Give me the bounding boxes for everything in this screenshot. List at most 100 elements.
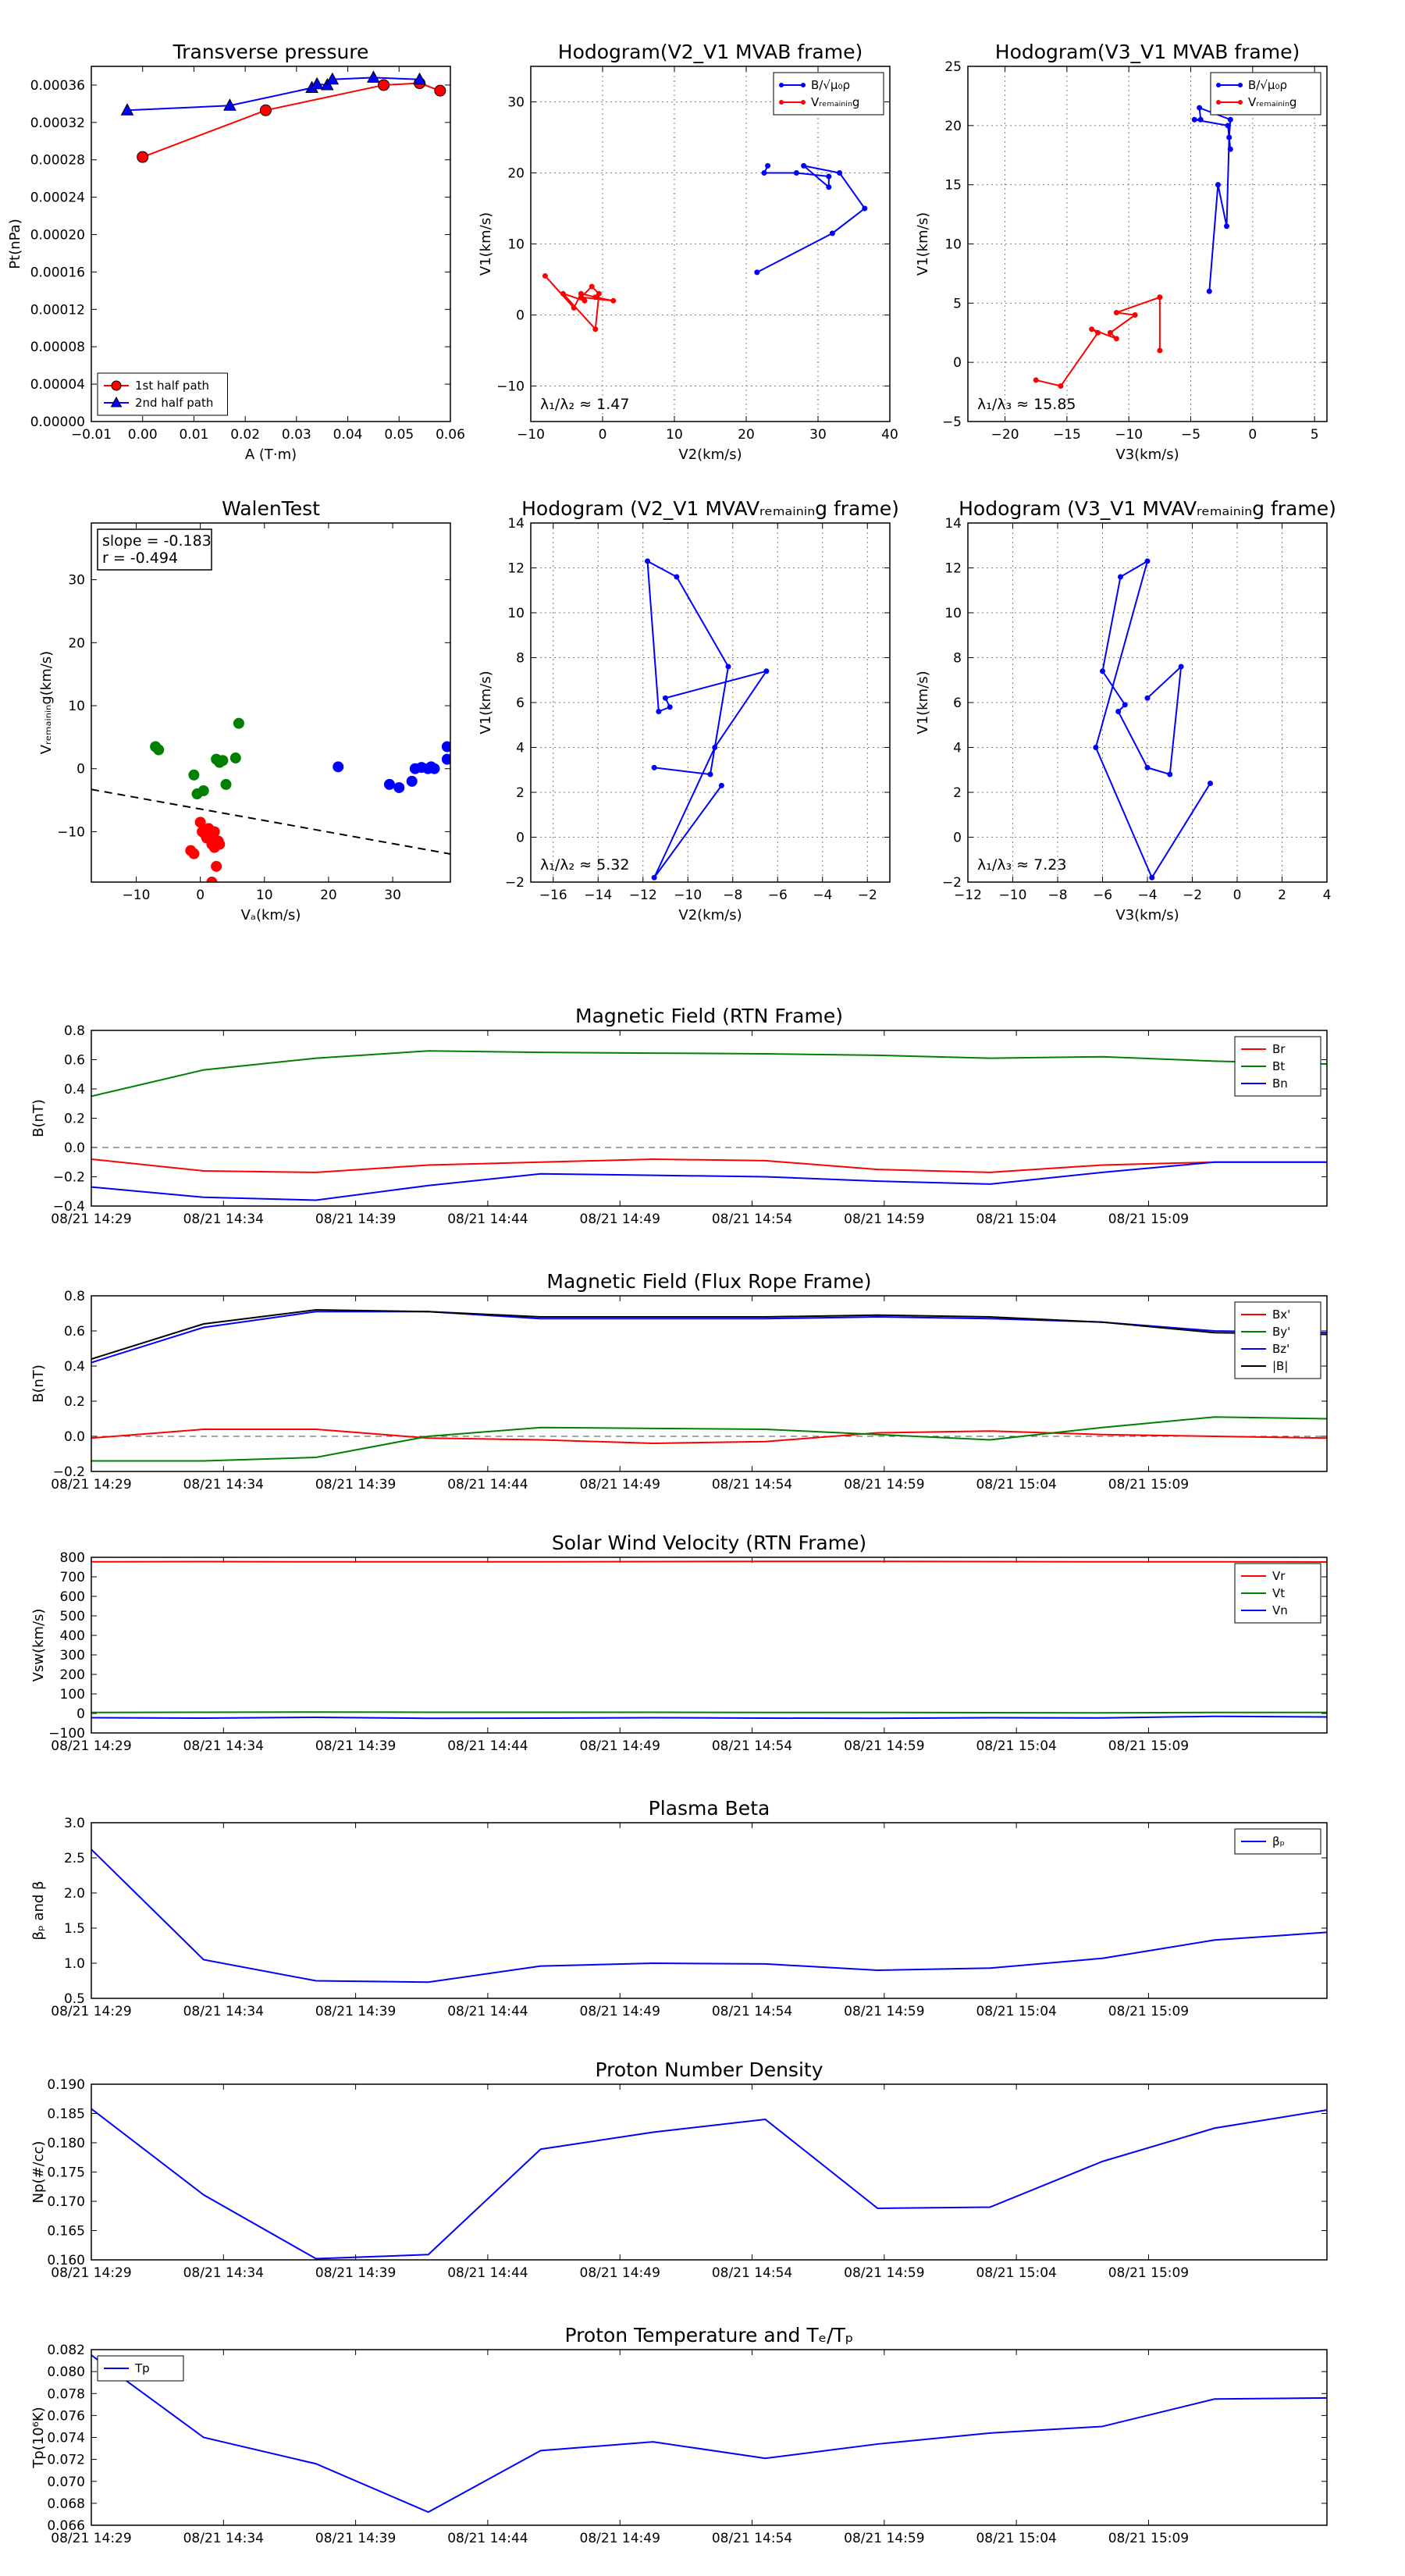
y-tick-label: 2 xyxy=(953,785,962,801)
data-point xyxy=(1191,116,1197,123)
data-point xyxy=(1089,326,1095,333)
legend-label: 1st half path xyxy=(135,379,209,393)
series-line xyxy=(91,1416,1327,1462)
y-tick-label: 15 xyxy=(944,178,962,194)
y-axis-label: Np(#/cc) xyxy=(30,2141,47,2204)
y-axis-ticks: −0.4 −0.2 0.0 0.2 0.4 0.6 0.8 xyxy=(53,1023,1327,1215)
x-tick-label: 08/21 14:34 xyxy=(183,2265,264,2281)
y-tick-label: 700 xyxy=(60,1570,85,1585)
plot-area xyxy=(120,70,446,163)
y-tick-label: −2 xyxy=(942,875,962,891)
data-point xyxy=(801,162,807,169)
data-point xyxy=(1224,223,1230,229)
x-tick-label: 08/21 14:39 xyxy=(315,1212,396,1227)
data-point xyxy=(1095,329,1101,336)
data-point xyxy=(829,230,835,237)
data-point xyxy=(429,763,440,774)
x-tick-label: 2 xyxy=(1278,888,1286,903)
legend-frame xyxy=(773,72,884,116)
y-tick-label: 14 xyxy=(507,516,525,532)
series-0 xyxy=(91,1560,1327,1563)
y-tick-label: 4 xyxy=(953,741,962,756)
x-tick-label: −10 xyxy=(517,427,545,443)
legend: Br Bt Bn xyxy=(1234,1036,1321,1097)
y-tick-label: 8 xyxy=(516,651,525,667)
x-tick-label: 08/21 14:49 xyxy=(580,2004,660,2019)
y-axis-label: Pt(nPa) xyxy=(7,219,23,269)
legend: βₚ xyxy=(1234,1828,1321,1855)
data-point xyxy=(1113,336,1119,342)
chart-title: Hodogram (V2_V1 MVAVᵣₑₘₐᵢₙᵢₙg frame) xyxy=(521,497,899,520)
data-point xyxy=(1132,312,1138,318)
data-point xyxy=(259,104,272,116)
chart-title: Magnetic Field (RTN Frame) xyxy=(575,1005,843,1027)
chart-title: Solar Wind Velocity (RTN Frame) xyxy=(552,1532,866,1554)
y-tick-label: 14 xyxy=(944,516,962,532)
data-point xyxy=(560,290,566,297)
y-tick-label: 400 xyxy=(60,1628,85,1644)
y-tick-label: 0.066 xyxy=(47,2518,85,2534)
legend-label: 2nd half path xyxy=(135,396,213,410)
x-tick-label: 08/21 14:39 xyxy=(315,2531,396,2546)
chart-hodogram-v3-v1-mvab: Hodogram(V3_V1 MVAB frame) −20 −15 −10 −5 0 5 −… xyxy=(915,41,1328,463)
axes-frame xyxy=(91,1557,1328,1734)
y-axis-label: V1(km/s) xyxy=(478,212,494,276)
data-point xyxy=(1113,309,1119,315)
x-tick-label: 20 xyxy=(320,888,337,903)
plot-area xyxy=(91,2108,1327,2260)
x-tick-label: −16 xyxy=(539,888,567,903)
data-point xyxy=(1122,702,1128,708)
y-tick-label: 0 xyxy=(76,1706,85,1722)
y-tick-label: 0.00004 xyxy=(30,377,85,393)
legend-marker xyxy=(1216,100,1221,105)
legend-marker xyxy=(110,396,123,407)
data-point xyxy=(1033,377,1039,383)
y-tick-label: 0.00016 xyxy=(30,265,85,280)
x-tick-label: 08/21 15:09 xyxy=(1108,2004,1189,2019)
axes-frame xyxy=(91,2083,1328,2261)
x-tick-label: 08/21 14:59 xyxy=(844,1738,924,1754)
y-axis-ticks: 0.5 1.0 1.5 2.0 2.5 3.0 xyxy=(64,1816,1327,2007)
x-tick-label: 08/21 14:44 xyxy=(447,2004,528,2019)
y-tick-label: 12 xyxy=(507,561,525,577)
legend-marker xyxy=(1238,100,1243,105)
y-tick-label: 0.190 xyxy=(47,2077,85,2093)
x-tick-label: −6 xyxy=(768,888,788,903)
chart-transverse-pressure: Transverse pressure −0.01 0.00 0.01 0.02 0.03… xyxy=(7,41,465,463)
y-tick-label: 0.5 xyxy=(64,1991,85,2007)
x-tick-label: 08/21 14:49 xyxy=(580,2265,660,2281)
x-tick-label: 08/21 14:44 xyxy=(447,1477,528,1493)
data-point xyxy=(712,745,718,750)
data-point xyxy=(826,184,832,190)
x-tick-label: −6 xyxy=(1093,888,1112,903)
legend-label: Vᵣₑₘₐᵢₙᵢₙg xyxy=(1248,95,1297,109)
data-point xyxy=(1157,294,1163,301)
x-tick-label: 08/21 14:59 xyxy=(844,1212,924,1227)
series-0 xyxy=(1093,558,1213,881)
y-axis-label: βₚ and β xyxy=(30,1881,47,1941)
data-point xyxy=(413,72,426,85)
y-tick-label: 20 xyxy=(507,166,525,182)
series-line xyxy=(91,1050,1327,1098)
y-tick-label: 10 xyxy=(507,237,525,253)
series-line xyxy=(91,1308,1327,1360)
x-tick-label: 08/21 14:34 xyxy=(183,2531,264,2546)
x-tick-label: 0.06 xyxy=(436,427,465,443)
data-point xyxy=(707,771,713,777)
data-point xyxy=(441,741,450,753)
series-0 xyxy=(91,2108,1327,2260)
legend-marker xyxy=(801,100,806,105)
data-point xyxy=(542,272,548,279)
x-tick-label: 08/21 14:54 xyxy=(712,1212,792,1227)
x-tick-label: 08/21 15:04 xyxy=(976,1738,1056,1754)
series-2 xyxy=(333,741,450,793)
x-tick-label: 08/21 14:29 xyxy=(51,1738,131,1754)
y-tick-label: 0.070 xyxy=(47,2475,85,2490)
series-0 xyxy=(185,817,226,882)
data-point xyxy=(378,79,390,91)
y-tick-label: 0.165 xyxy=(47,2224,85,2240)
data-point xyxy=(1226,134,1232,141)
